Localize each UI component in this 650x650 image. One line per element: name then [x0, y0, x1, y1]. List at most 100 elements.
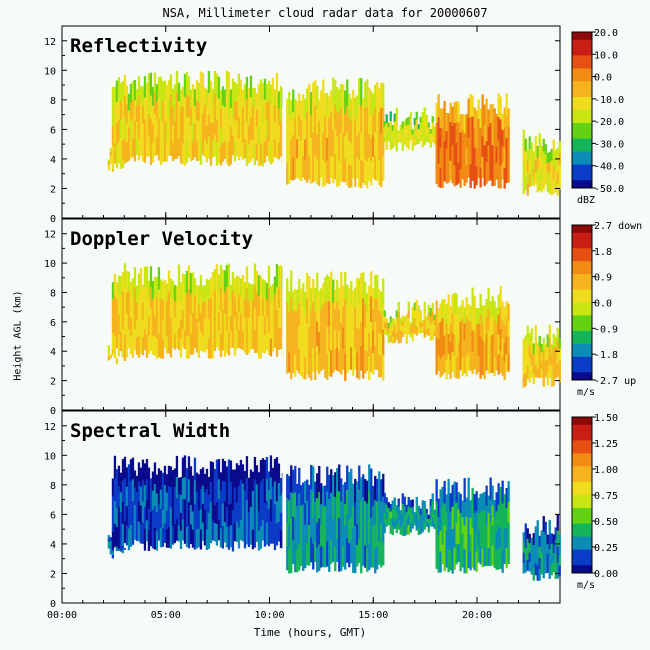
- cloud-layer-1-1-cell: [121, 160, 124, 165]
- cloud-layer-3-4-cell: [397, 498, 400, 507]
- cloud-layer-1-2-cell: [197, 141, 201, 161]
- cloud-layer-1-4-cell: [385, 114, 388, 124]
- cloud-layer-2-2-cell: [117, 314, 121, 335]
- cloud-layer-2-2-cell: [233, 297, 237, 317]
- cloud-layer-1-2-cell: [163, 120, 167, 142]
- cloud-layer-3-2-cell: [231, 530, 235, 552]
- cloud-layer-2-1-cell: [107, 345, 110, 350]
- cloud-layer-3-4-cell: [409, 516, 412, 525]
- cloud-layer-1-2-cell: [211, 106, 215, 124]
- colorbar-cell: [572, 281, 592, 285]
- cloud-layer-3-6-cell: [542, 547, 545, 563]
- cloud-layer-3-3-cell: [298, 467, 301, 494]
- cloud-layer-3-3-cell: [346, 514, 349, 539]
- cloud-layer-3-6-cell: [538, 546, 541, 559]
- cloud-layer-2-5-cell: [499, 285, 502, 308]
- cloud-layer-1-2-cell: [195, 100, 199, 121]
- cloud-layer-3-3-cell: [350, 539, 353, 564]
- cloud-layer-3-5-cell: [491, 525, 494, 546]
- cloud-layer-3-5-cell: [497, 526, 500, 548]
- cloud-layer-3-4-cell: [393, 513, 396, 522]
- cloud-layer-1-3-cell: [330, 112, 333, 135]
- colorbar-label: -2.7 up: [594, 376, 636, 387]
- cloud-layer-2-2-cell: [187, 265, 191, 290]
- cloud-layer-2-2-cell: [171, 314, 175, 331]
- cloud-layer-2-3-cell: [376, 274, 379, 299]
- panel-title-2: Doppler Velocity: [70, 228, 253, 250]
- cloud-layer-2-5-cell: [459, 305, 462, 322]
- cloud-layer-2-5-cell: [441, 318, 444, 338]
- cloud-layer-3-3-cell: [296, 505, 299, 529]
- cloud-layer-2-4-cell: [385, 318, 388, 323]
- cloud-layer-2-6-cell: [534, 325, 537, 339]
- cloud-layer-3-3-cell: [366, 480, 369, 504]
- cloud-layer-3-2-cell: [267, 527, 271, 547]
- cloud-layer-2-5-cell: [499, 350, 502, 373]
- cloud-layer-2-3-cell: [288, 311, 291, 333]
- cloud-layer-2-2-cell: [169, 337, 173, 358]
- cloud-layer-2-2-cell: [255, 311, 259, 333]
- cloud-layer-1-2-cell: [117, 77, 121, 99]
- cloud-layer-2-4-cell: [417, 319, 420, 327]
- cloud-layer-1-2-cell: [171, 142, 175, 162]
- cloud-layer-1-2-cell: [243, 102, 247, 122]
- cloud-layer-2-3-cell: [298, 302, 301, 327]
- cloud-layer-2-3-cell: [290, 270, 293, 298]
- cloud-layer-3-3-cell: [294, 492, 297, 520]
- cloud-layer-1-3-cell: [324, 116, 327, 140]
- cloud-layer-3-3-cell: [366, 503, 369, 527]
- cloud-layer-3-1-cell: [109, 545, 112, 551]
- y-tick-label: 8: [50, 481, 56, 492]
- cloud-layer-2-3-cell: [300, 354, 303, 377]
- cloud-layer-2-2-cell: [139, 310, 143, 333]
- cloud-layer-2-2-cell: [225, 330, 229, 354]
- cloud-layer-1-4-cell: [399, 137, 402, 143]
- cloud-layer-3-4-cell: [407, 525, 410, 535]
- cloud-layer-1-6-cell: [548, 151, 551, 163]
- colorbar-cell: [572, 299, 592, 303]
- cloud-layer-3-4-cell: [431, 493, 434, 502]
- cloud-layer-3-5-cell: [449, 550, 452, 571]
- colorbar-cell: [572, 175, 592, 178]
- cloud-layer-1-3-cell: [290, 139, 293, 161]
- cloud-layer-2-2-cell: [179, 319, 183, 339]
- colorbar-cell: [572, 128, 592, 132]
- cloud-layer-1-6-cell: [542, 164, 545, 177]
- y-tick-label: 2: [50, 569, 56, 580]
- colorbar-cell: [572, 325, 592, 329]
- cloud-layer-1-2-cell: [229, 145, 233, 165]
- cloud-layer-3-6-cell: [558, 534, 561, 545]
- cloud-layer-3-3-cell: [324, 506, 327, 527]
- cloud-layer-2-4-cell: [401, 331, 404, 337]
- cloud-layer-2-4-cell: [413, 318, 416, 326]
- cloud-layer-3-3-cell: [312, 543, 315, 570]
- x-tick-label: 05:00: [151, 610, 181, 621]
- cloud-layer-3-2-cell: [239, 459, 243, 481]
- cloud-layer-2-2-cell: [229, 300, 233, 317]
- cloud-layer-1-2-cell: [129, 139, 133, 159]
- colorbar-cell: [572, 250, 592, 254]
- cloud-layer-2-5-cell: [455, 356, 458, 379]
- cloud-layer-3-2-cell: [215, 481, 219, 503]
- cloud-layer-3-2-cell: [179, 530, 183, 549]
- cloud-layer-1-6-cell: [522, 161, 525, 178]
- cloud-layer-1-4-cell: [405, 118, 408, 126]
- cloud-layer-2-3-cell: [286, 278, 289, 303]
- colorbar-cell: [572, 84, 592, 87]
- cloud-layer-2-5-cell: [493, 300, 496, 320]
- cloud-layer-1-5-cell: [491, 124, 494, 146]
- cloud-layer-3-2-cell: [167, 506, 171, 528]
- cloud-layer-3-2-cell: [227, 504, 231, 528]
- cloud-layer-2-6-cell: [526, 339, 529, 353]
- cloud-layer-1-2-cell: [127, 143, 131, 161]
- cloud-layer-1-2-cell: [277, 108, 281, 126]
- cloud-layer-1-4-cell: [403, 132, 406, 139]
- cloud-layer-3-2-cell: [265, 457, 269, 480]
- cloud-layer-3-3-cell: [318, 492, 321, 519]
- cloud-layer-3-3-cell: [298, 519, 301, 545]
- cloud-layer-2-2-cell: [241, 331, 245, 351]
- cloud-layer-1-1-cell: [109, 159, 112, 164]
- cloud-layer-1-5-cell: [475, 110, 478, 130]
- cloud-layer-2-3-cell: [342, 306, 345, 328]
- cloud-layer-3-2-cell: [261, 499, 265, 520]
